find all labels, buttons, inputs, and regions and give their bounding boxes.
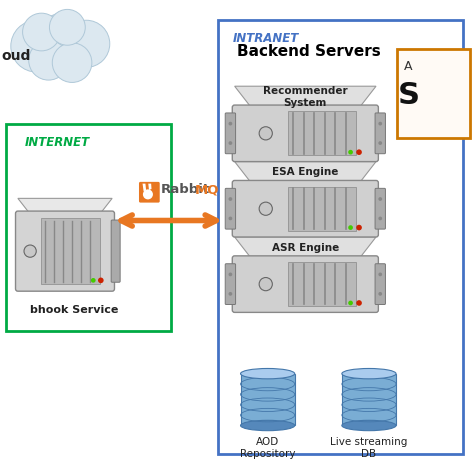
Polygon shape bbox=[240, 374, 295, 426]
Circle shape bbox=[378, 273, 382, 276]
Circle shape bbox=[49, 9, 85, 45]
Circle shape bbox=[228, 141, 232, 145]
Text: ASR Engine: ASR Engine bbox=[272, 243, 339, 253]
Polygon shape bbox=[148, 183, 152, 190]
Ellipse shape bbox=[240, 368, 295, 379]
FancyBboxPatch shape bbox=[225, 188, 236, 229]
FancyBboxPatch shape bbox=[375, 113, 385, 154]
Circle shape bbox=[36, 13, 89, 65]
Text: AOD
Repository: AOD Repository bbox=[240, 438, 295, 459]
Circle shape bbox=[29, 40, 68, 80]
Circle shape bbox=[348, 301, 353, 305]
FancyBboxPatch shape bbox=[288, 262, 356, 306]
Circle shape bbox=[228, 197, 232, 201]
Text: Recommender
System: Recommender System bbox=[263, 86, 347, 108]
Polygon shape bbox=[235, 86, 376, 108]
Circle shape bbox=[356, 225, 362, 230]
Text: Backend Servers: Backend Servers bbox=[237, 44, 381, 59]
Circle shape bbox=[228, 217, 232, 220]
Circle shape bbox=[378, 122, 382, 126]
Ellipse shape bbox=[240, 420, 295, 431]
Circle shape bbox=[356, 300, 362, 306]
Text: A: A bbox=[404, 60, 413, 73]
Polygon shape bbox=[235, 237, 376, 258]
Circle shape bbox=[348, 225, 353, 230]
FancyBboxPatch shape bbox=[232, 105, 378, 162]
FancyBboxPatch shape bbox=[397, 48, 470, 138]
FancyBboxPatch shape bbox=[232, 256, 378, 312]
Circle shape bbox=[259, 202, 273, 215]
Circle shape bbox=[259, 277, 273, 291]
Circle shape bbox=[24, 245, 36, 257]
Circle shape bbox=[356, 149, 362, 155]
Text: oud: oud bbox=[1, 48, 31, 63]
Circle shape bbox=[63, 20, 110, 67]
FancyBboxPatch shape bbox=[225, 264, 236, 304]
FancyBboxPatch shape bbox=[41, 218, 100, 284]
Circle shape bbox=[259, 127, 273, 140]
Circle shape bbox=[52, 43, 92, 82]
FancyBboxPatch shape bbox=[16, 211, 115, 291]
Circle shape bbox=[11, 20, 63, 72]
Circle shape bbox=[143, 190, 153, 200]
Polygon shape bbox=[18, 198, 112, 213]
Text: bhook Service: bhook Service bbox=[30, 305, 118, 315]
Text: INTRANET: INTRANET bbox=[232, 32, 299, 45]
Circle shape bbox=[23, 13, 60, 51]
Circle shape bbox=[228, 273, 232, 276]
Circle shape bbox=[378, 217, 382, 220]
Text: Rabbit: Rabbit bbox=[161, 183, 210, 196]
FancyBboxPatch shape bbox=[288, 187, 356, 231]
FancyBboxPatch shape bbox=[139, 182, 160, 202]
Polygon shape bbox=[143, 183, 146, 191]
Circle shape bbox=[348, 150, 353, 155]
Text: INTERNET: INTERNET bbox=[25, 136, 90, 149]
Text: Live streaming
DB: Live streaming DB bbox=[330, 438, 408, 459]
Circle shape bbox=[98, 277, 104, 283]
FancyBboxPatch shape bbox=[288, 111, 356, 155]
FancyBboxPatch shape bbox=[375, 264, 385, 304]
FancyBboxPatch shape bbox=[225, 113, 236, 154]
Polygon shape bbox=[342, 374, 396, 426]
Circle shape bbox=[378, 292, 382, 296]
Text: MQ: MQ bbox=[195, 183, 219, 196]
FancyBboxPatch shape bbox=[232, 181, 378, 237]
Circle shape bbox=[228, 292, 232, 296]
Ellipse shape bbox=[342, 420, 396, 431]
Circle shape bbox=[228, 122, 232, 126]
Circle shape bbox=[91, 278, 96, 283]
Ellipse shape bbox=[342, 368, 396, 379]
Text: ESA Engine: ESA Engine bbox=[272, 167, 338, 177]
Circle shape bbox=[378, 141, 382, 145]
Circle shape bbox=[378, 197, 382, 201]
FancyBboxPatch shape bbox=[111, 220, 120, 282]
Text: S: S bbox=[398, 81, 420, 110]
Polygon shape bbox=[235, 162, 376, 183]
FancyBboxPatch shape bbox=[375, 188, 385, 229]
